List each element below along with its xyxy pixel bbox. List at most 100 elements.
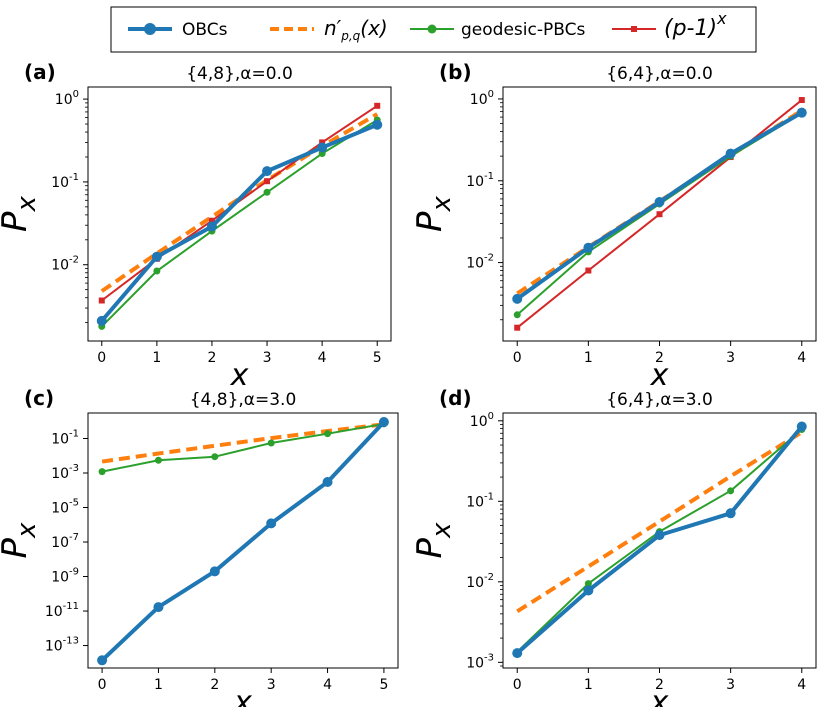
y-axis-label: Px xyxy=(410,195,457,232)
x-tick-label: 0 xyxy=(513,677,522,693)
legend-marker-geo xyxy=(427,24,437,34)
x-axis-label: x xyxy=(650,358,669,393)
x-tick-label: 0 xyxy=(97,350,106,366)
data-point-pm1 xyxy=(264,178,271,185)
x-tick-label: 4 xyxy=(797,350,806,366)
x-tick-label: 1 xyxy=(154,677,163,693)
x-tick-label: 4 xyxy=(323,677,332,693)
data-point-obc xyxy=(322,477,333,488)
x-tick-label: 2 xyxy=(655,350,664,366)
legend-label-obc: OBCs xyxy=(182,20,228,40)
y-tick-label: 10-2 xyxy=(51,255,79,274)
data-point-pm1 xyxy=(98,297,105,304)
data-point-pm1 xyxy=(319,139,326,146)
data-point-obc xyxy=(583,242,594,253)
x-axis-label: x xyxy=(230,358,249,393)
x-tick-label: 3 xyxy=(263,350,272,366)
data-point-obc xyxy=(153,602,164,613)
series-line-obc xyxy=(100,420,386,662)
y-tick-label: 10-1 xyxy=(466,491,494,510)
x-tick-label: 3 xyxy=(726,350,735,366)
y-tick-label: 10-3 xyxy=(51,463,79,482)
x-tick-label: 1 xyxy=(152,350,161,366)
data-point-obc xyxy=(209,566,220,577)
panel-title: {4,8},α=3.0 xyxy=(190,390,297,410)
data-point-obc xyxy=(512,293,523,304)
data-point-geo xyxy=(98,468,106,476)
y-tick-label: 100 xyxy=(470,411,494,430)
data-point-pm1 xyxy=(798,97,805,104)
legend-marker-obc xyxy=(144,23,156,35)
y-tick-label: 100 xyxy=(55,89,79,108)
y-tick-label: 10-2 xyxy=(466,253,494,272)
data-point-pm1 xyxy=(208,217,215,224)
series-line-geo xyxy=(101,119,378,328)
data-point-obc xyxy=(97,655,108,666)
data-point-geo xyxy=(211,453,219,461)
x-axis-label: x xyxy=(650,685,669,707)
series-line-npq xyxy=(516,430,803,614)
series-line-npq xyxy=(101,422,385,464)
data-point-geo xyxy=(727,487,735,495)
data-point-obc xyxy=(512,648,523,659)
data-point-obc xyxy=(206,221,217,232)
data-point-obc xyxy=(317,142,328,153)
data-point-pm1 xyxy=(514,324,521,331)
series-line-geo xyxy=(101,422,385,473)
series-line-npq xyxy=(100,112,379,293)
data-point-obc xyxy=(796,421,807,432)
y-tick-label: 10-1 xyxy=(51,172,79,191)
legend-label-npq: n′p,q(x) xyxy=(324,16,388,43)
panel-label: (d) xyxy=(439,386,472,410)
x-tick-label: 3 xyxy=(726,677,735,693)
series-line-geo xyxy=(516,428,803,653)
panel-label: (b) xyxy=(439,60,472,84)
chart-panel: 0 1 2 3 4 5 10-13 10-11 10-9 10-7 10-5 10-3 10-1 {4,8… xyxy=(0,386,399,707)
y-tick-label: 10-2 xyxy=(466,572,494,591)
x-tick-label: 1 xyxy=(584,350,593,366)
data-point-geo xyxy=(154,456,162,464)
legend: OBCs n′p,q(x) geodesic-PBCs (p-1)x xyxy=(110,6,757,53)
x-tick-label: 4 xyxy=(318,350,327,366)
y-axis-label: Px xyxy=(410,522,457,559)
x-tick-label: 2 xyxy=(655,677,664,693)
y-tick-label: 10-1 xyxy=(51,428,79,447)
data-point-geo xyxy=(584,580,592,588)
data-point-geo xyxy=(513,311,521,319)
panel-title: {6,4},α=0.0 xyxy=(606,64,713,84)
series-line-obc xyxy=(100,122,378,323)
data-point-obc xyxy=(262,166,273,177)
x-tick-label: 4 xyxy=(797,677,806,693)
x-tick-label: 0 xyxy=(513,350,522,366)
data-point-pm1 xyxy=(656,211,663,218)
y-tick-label: 10-9 xyxy=(51,567,79,586)
y-tick-label: 10-5 xyxy=(51,498,79,517)
y-tick-label: 100 xyxy=(470,89,494,108)
x-tick-label: 1 xyxy=(584,677,593,693)
y-tick-label: 10-3 xyxy=(466,652,494,671)
y-tick-label: 10-1 xyxy=(466,171,494,190)
data-point-obc xyxy=(725,148,736,159)
x-tick-label: 0 xyxy=(98,677,107,693)
legend-label-geo: geodesic-PBCs xyxy=(461,20,585,40)
x-tick-label: 3 xyxy=(267,677,276,693)
legend-marker-pm1 xyxy=(631,26,637,32)
plot-frame xyxy=(87,86,392,342)
x-tick-label: 2 xyxy=(210,677,219,693)
x-axis-label: x xyxy=(233,685,252,707)
chart-panel: 0 1 2 3 4 10-2 10-1 100 {6,4},α=0.0 (b) x Px xyxy=(410,60,817,393)
data-point-obc xyxy=(266,518,277,529)
y-axis-label: Px xyxy=(0,195,42,232)
data-point-obc xyxy=(654,197,665,208)
data-point-obc xyxy=(96,315,107,326)
panels: 01234510-210-1100{4,8},α=0.0(a)xPx012341… xyxy=(0,60,817,707)
panel-label: (c) xyxy=(24,386,54,410)
x-tick-label: 2 xyxy=(207,350,216,366)
data-point-obc xyxy=(372,119,383,130)
plot-frame xyxy=(87,412,399,669)
data-point-obc xyxy=(151,251,162,262)
y-tick-label: 10-7 xyxy=(51,532,79,551)
data-point-obc xyxy=(654,530,665,541)
chart-panel: 0 1 2 3 4 5 10-2 10-1 100 {4,8},α=0.0 (a) x Px xyxy=(0,60,392,393)
